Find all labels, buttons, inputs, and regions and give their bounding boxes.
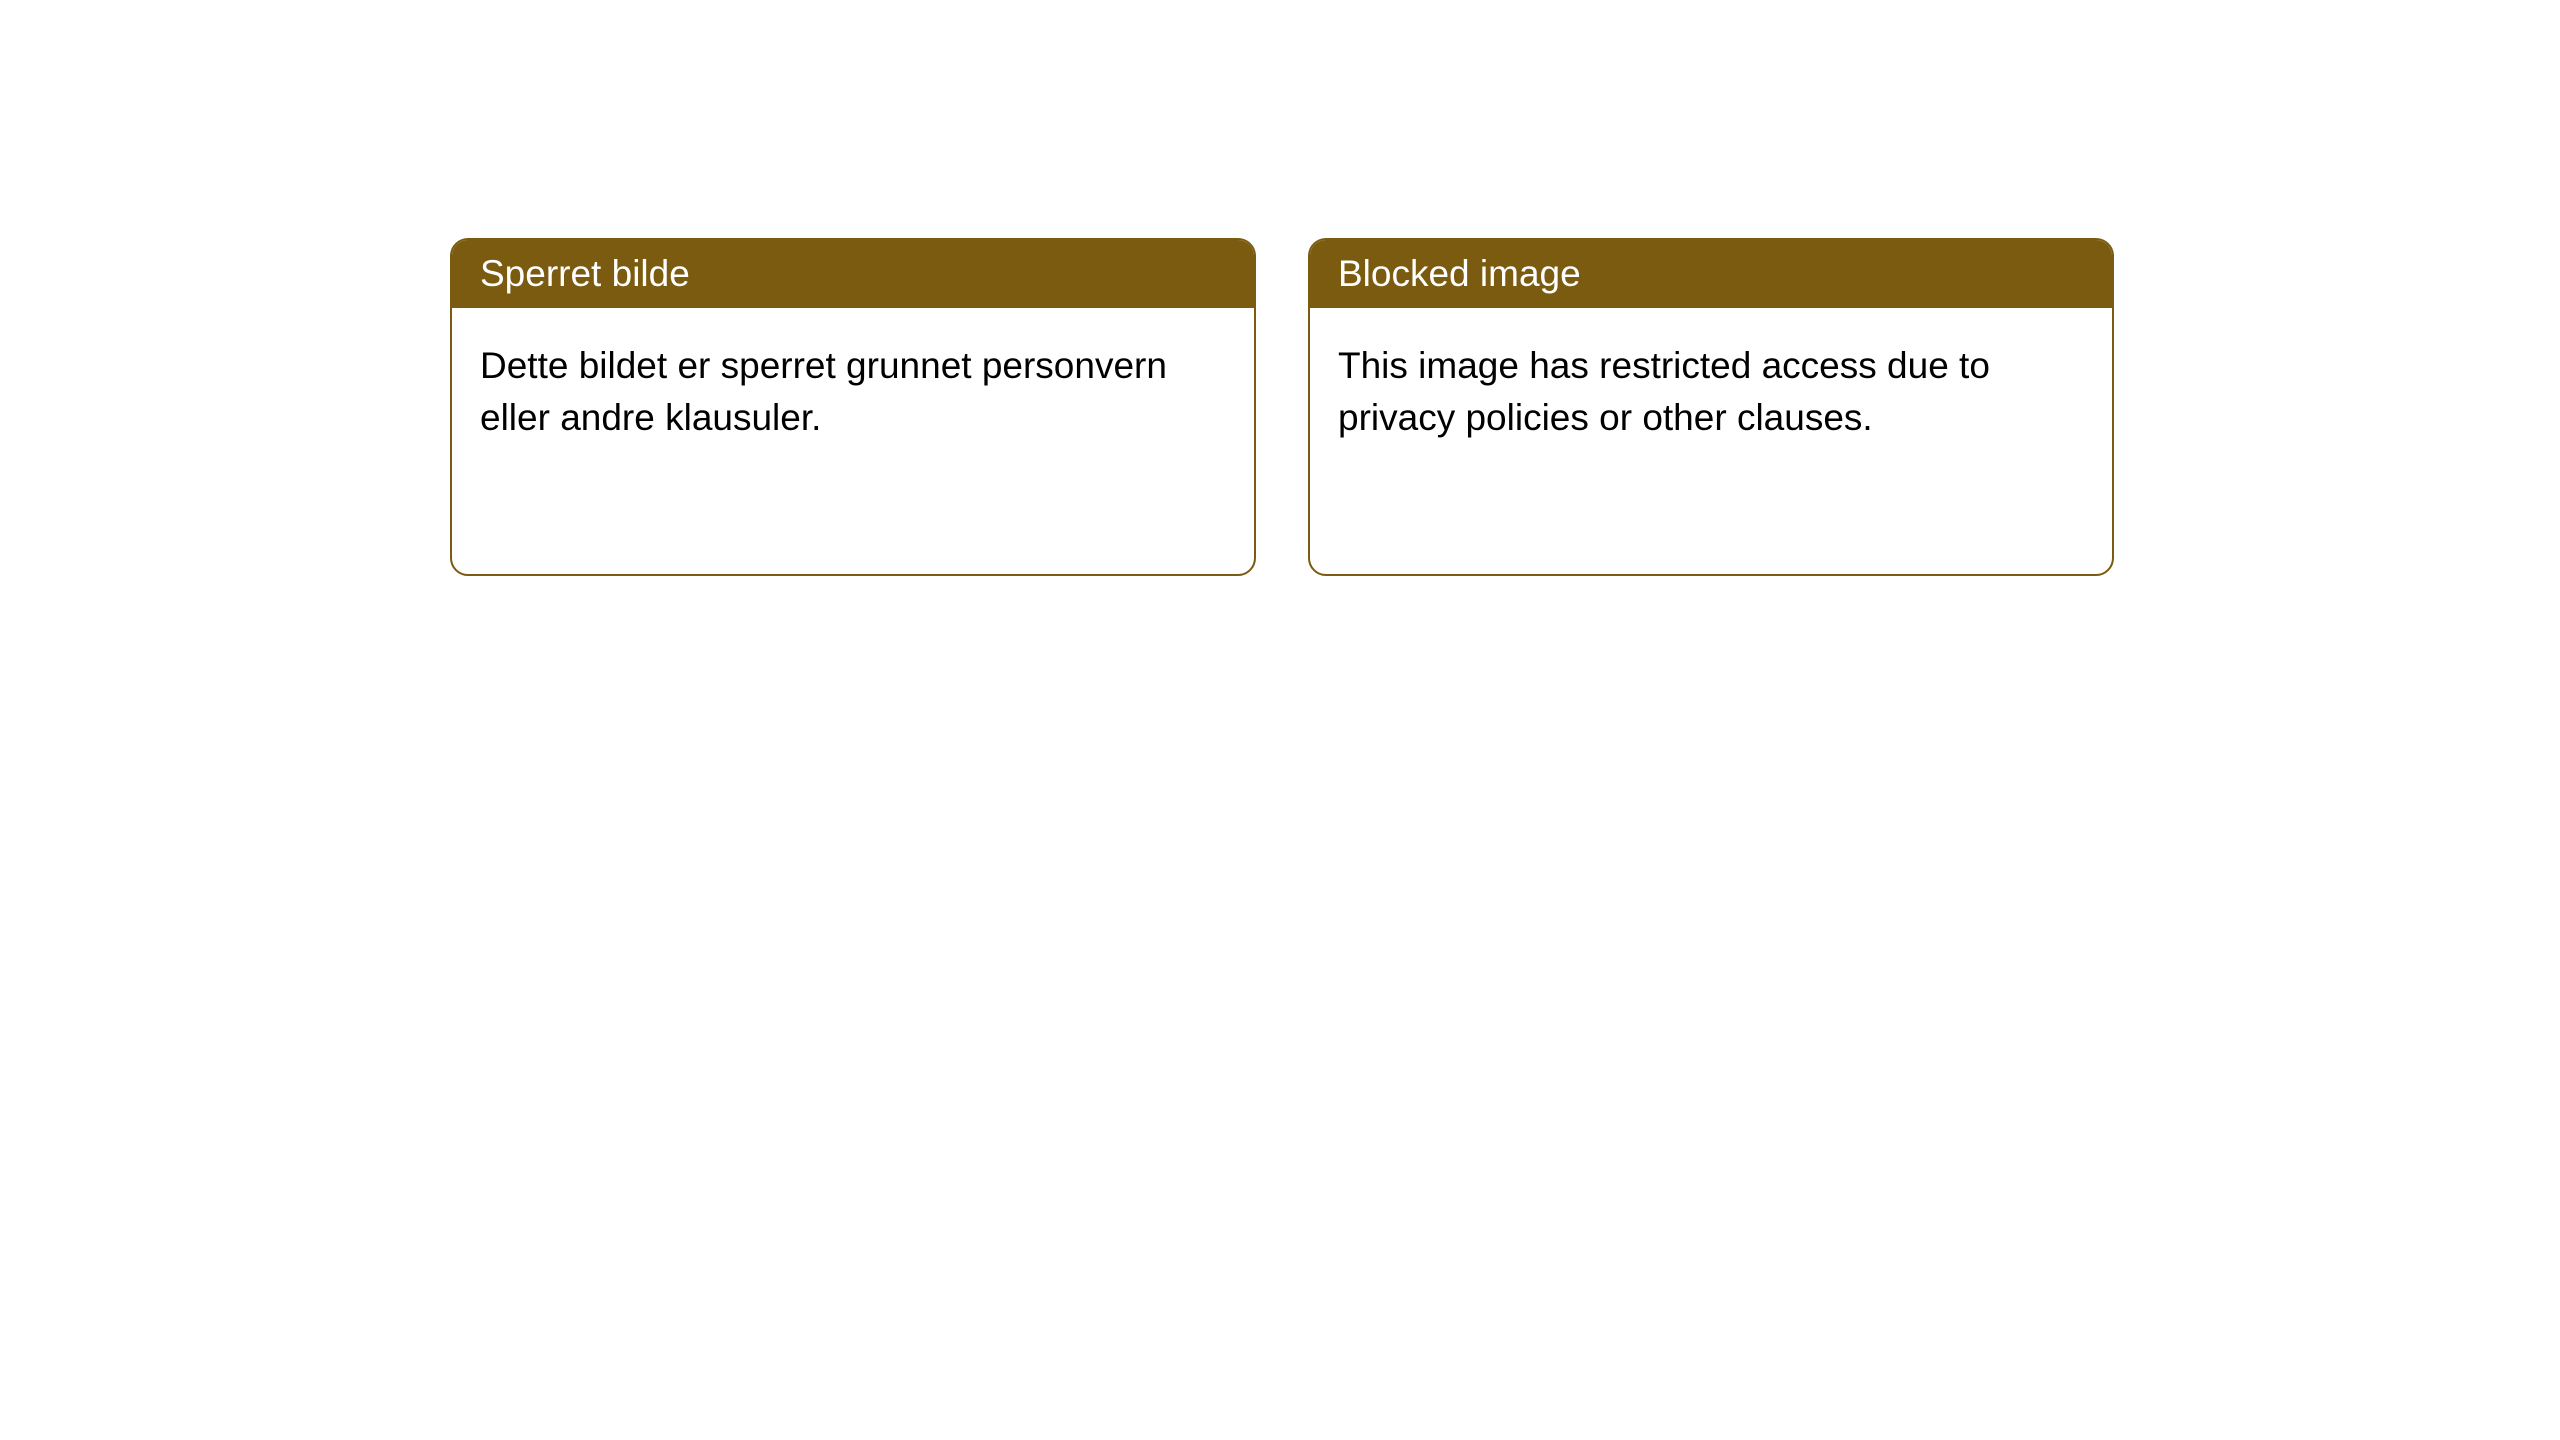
notice-header-text: Sperret bilde [480,253,690,294]
notice-header: Blocked image [1310,240,2112,308]
notice-body-text: This image has restricted access due to … [1338,345,1990,438]
notice-card-english: Blocked image This image has restricted … [1308,238,2114,576]
notice-container: Sperret bilde Dette bildet er sperret gr… [450,238,2114,576]
notice-body: Dette bildet er sperret grunnet personve… [452,308,1254,476]
notice-card-norwegian: Sperret bilde Dette bildet er sperret gr… [450,238,1256,576]
notice-header-text: Blocked image [1338,253,1581,294]
notice-body: This image has restricted access due to … [1310,308,2112,476]
notice-body-text: Dette bildet er sperret grunnet personve… [480,345,1167,438]
notice-header: Sperret bilde [452,240,1254,308]
